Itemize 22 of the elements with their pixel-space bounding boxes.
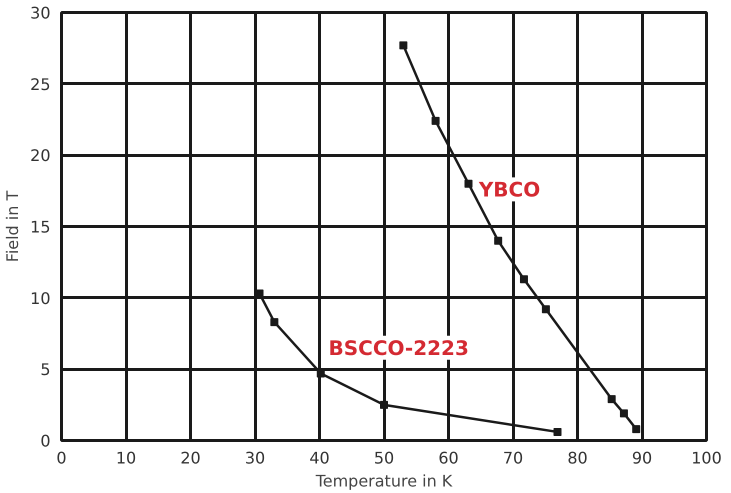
x-tick-label: 0 xyxy=(56,448,67,468)
x-tick-label: 50 xyxy=(374,448,394,468)
y-tick-label: 5 xyxy=(40,360,51,380)
y-tick-label: 25 xyxy=(30,74,50,94)
x-tick-label: 60 xyxy=(438,448,459,468)
x-tick-label: 20 xyxy=(180,448,201,468)
x-tick-label: 100 xyxy=(691,448,722,468)
y-tick-label: 20 xyxy=(30,146,50,166)
y-tick-label: 30 xyxy=(30,4,50,22)
x-tick-label: 40 xyxy=(309,448,330,468)
series-label: BSCCO-2223 xyxy=(328,336,469,360)
x-tick-label: 30 xyxy=(244,448,266,468)
x-axis-title: Temperature in K xyxy=(314,472,453,490)
y-tick-label: 15 xyxy=(30,218,50,236)
x-tick-label: 70 xyxy=(502,448,524,468)
series-label: YBCO xyxy=(478,177,540,202)
y-tick-label: 0 xyxy=(40,432,51,450)
x-tick-label: 90 xyxy=(632,448,652,468)
x-tick-label: 80 xyxy=(567,448,588,468)
y-tick-label: 10 xyxy=(30,288,50,308)
x-tick-label: 10 xyxy=(116,448,136,468)
y-axis-title: Field in T xyxy=(3,190,22,262)
